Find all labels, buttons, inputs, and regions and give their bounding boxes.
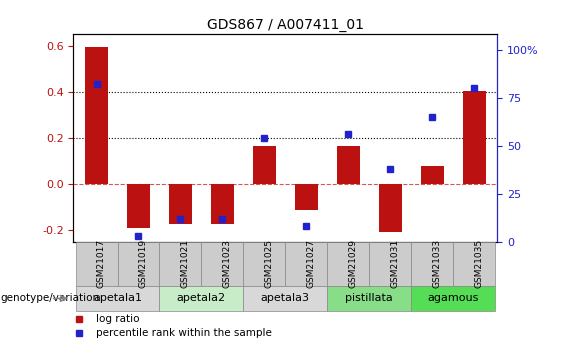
Text: GSM21023: GSM21023 — [223, 239, 232, 288]
Title: GDS867 / A007411_01: GDS867 / A007411_01 — [207, 18, 364, 32]
Bar — [127, 184, 150, 228]
Bar — [337, 146, 360, 184]
Bar — [169, 184, 192, 224]
Bar — [295, 184, 318, 210]
Bar — [420, 166, 444, 184]
Bar — [463, 91, 486, 184]
Text: GSM21031: GSM21031 — [390, 239, 399, 288]
Text: percentile rank within the sample: percentile rank within the sample — [96, 328, 272, 338]
Text: GSM21035: GSM21035 — [474, 239, 483, 288]
Text: agamous: agamous — [428, 294, 479, 303]
Bar — [370, 241, 411, 286]
Text: GSM21029: GSM21029 — [348, 239, 357, 288]
Bar — [411, 286, 495, 310]
Bar — [76, 241, 118, 286]
Bar — [453, 241, 495, 286]
Bar — [201, 241, 244, 286]
Text: GSM21033: GSM21033 — [432, 239, 441, 288]
Bar — [211, 184, 234, 224]
Text: GSM21025: GSM21025 — [264, 239, 273, 288]
Bar — [76, 286, 159, 310]
Bar — [159, 241, 201, 286]
Bar — [253, 146, 276, 184]
Bar — [327, 286, 411, 310]
Bar — [118, 241, 159, 286]
Bar — [159, 286, 244, 310]
Text: GSM21021: GSM21021 — [180, 239, 189, 288]
Text: genotype/variation: genotype/variation — [1, 294, 99, 303]
Bar — [327, 241, 370, 286]
Text: GSM21017: GSM21017 — [97, 239, 106, 288]
Bar — [244, 241, 285, 286]
Text: apetala3: apetala3 — [261, 294, 310, 303]
Bar — [85, 47, 108, 184]
Text: pistillata: pistillata — [345, 294, 393, 303]
Text: GSM21027: GSM21027 — [306, 239, 315, 288]
Text: apetala2: apetala2 — [177, 294, 226, 303]
Text: GSM21019: GSM21019 — [138, 239, 147, 288]
Text: log ratio: log ratio — [96, 314, 140, 324]
Bar — [411, 241, 453, 286]
Bar — [379, 184, 402, 232]
Bar — [285, 241, 327, 286]
Text: apetala1: apetala1 — [93, 294, 142, 303]
Bar — [244, 286, 327, 310]
